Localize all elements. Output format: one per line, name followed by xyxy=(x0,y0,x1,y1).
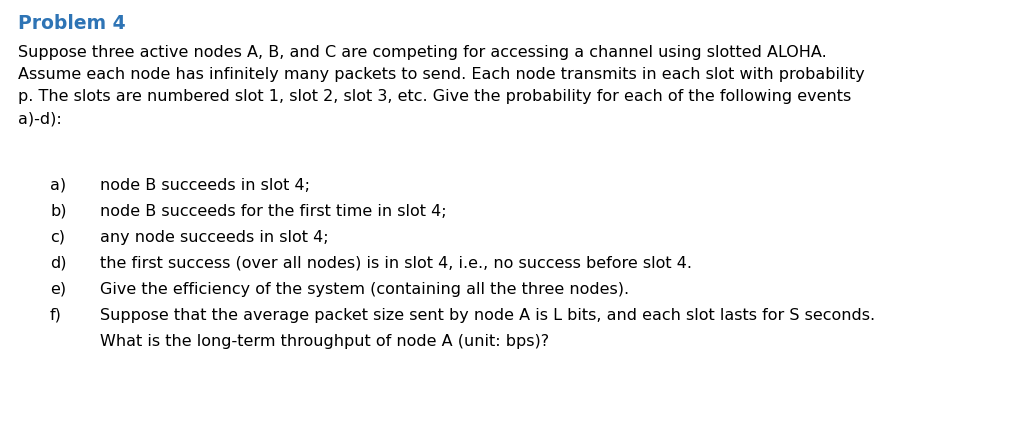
Text: Suppose that the average packet size sent by node A is L bits, and each slot las: Suppose that the average packet size sen… xyxy=(100,308,876,323)
Text: Suppose three active nodes A, B, and C are competing for accessing a channel usi: Suppose three active nodes A, B, and C a… xyxy=(18,45,826,60)
Text: e): e) xyxy=(50,282,67,297)
Text: a)-d):: a)-d): xyxy=(18,111,61,126)
Text: b): b) xyxy=(50,204,67,219)
Text: f): f) xyxy=(50,308,61,323)
Text: Problem 4: Problem 4 xyxy=(18,14,126,33)
Text: any node succeeds in slot 4;: any node succeeds in slot 4; xyxy=(100,230,329,245)
Text: node B succeeds in slot 4;: node B succeeds in slot 4; xyxy=(100,178,310,193)
Text: What is the long-term throughput of node A (unit: bps)?: What is the long-term throughput of node… xyxy=(100,334,549,349)
Text: Assume each node has infinitely many packets to send. Each node transmits in eac: Assume each node has infinitely many pac… xyxy=(18,67,864,82)
Text: node B succeeds for the first time in slot 4;: node B succeeds for the first time in sl… xyxy=(100,204,446,219)
Text: a): a) xyxy=(50,178,67,193)
Text: p. The slots are numbered slot 1, slot 2, slot 3, etc. Give the probability for : p. The slots are numbered slot 1, slot 2… xyxy=(18,89,851,104)
Text: the first success (over all nodes) is in slot 4, i.e., no success before slot 4.: the first success (over all nodes) is in… xyxy=(100,256,692,271)
Text: Give the efficiency of the system (containing all the three nodes).: Give the efficiency of the system (conta… xyxy=(100,282,629,297)
Text: c): c) xyxy=(50,230,65,245)
Text: d): d) xyxy=(50,256,67,271)
